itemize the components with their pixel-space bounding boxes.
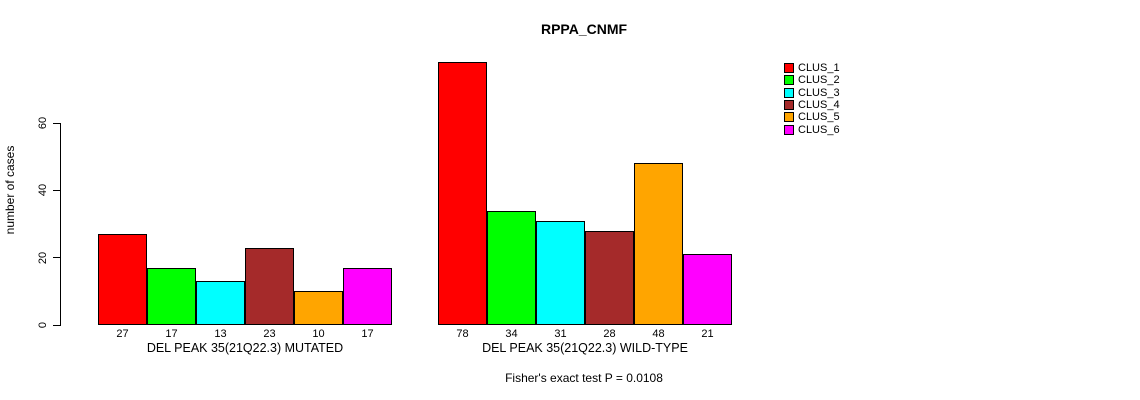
bar-clus_2 [147,267,196,325]
bar-clus_5 [634,163,683,325]
legend-label: CLUS_5 [798,111,840,124]
bar-value-label: 23 [263,328,276,340]
legend-label: CLUS_3 [798,86,840,99]
y-tick-mark [53,324,60,326]
legend-swatch-clus_2 [784,75,794,86]
legend-swatch-clus_1 [784,63,794,74]
legend: CLUS_1 CLUS_2 CLUS_3 CLUS_4 CLUS_5 CLUS_6 [784,62,840,136]
bar-clus_2 [487,210,536,325]
legend-item: CLUS_4 [784,99,840,111]
y-tick-mark [53,122,60,124]
bar-value-label: 31 [554,328,567,340]
bar-value-label: 10 [312,328,325,340]
bar-clus_1 [438,62,487,325]
bar-clus_3 [196,281,245,325]
bar-value-label: 48 [652,328,665,340]
legend-label: CLUS_4 [798,99,840,112]
legend-swatch-clus_5 [784,112,794,123]
y-tick-label: 20 [37,251,49,264]
legend-item: CLUS_1 [784,62,840,74]
bar-value-label: 28 [603,328,616,340]
y-tick-label: 60 [37,116,49,130]
fisher-test-annotation: Fisher's exact test P = 0.0108 [505,371,663,385]
y-tick-label: 0 [37,321,49,329]
group-label: DEL PEAK 35(21Q22.3) MUTATED [146,341,344,355]
legend-item: CLUS_3 [784,87,840,99]
y-tick-mark [53,189,60,191]
legend-item: CLUS_2 [784,74,840,86]
bar-value-label: 78 [456,328,469,340]
bar-clus_6 [343,267,392,325]
chart-title: RPPA_CNMF [540,21,628,37]
bar-value-label: 27 [116,328,129,340]
bar-clus_6 [683,254,732,325]
y-axis-line [60,123,61,326]
legend-label: CLUS_6 [798,123,840,136]
bar-clus_3 [536,220,585,325]
bar-value-label: 17 [165,328,178,340]
y-tick-mark [53,257,60,259]
bar-value-label: 21 [701,328,714,340]
legend-item: CLUS_5 [784,111,840,123]
legend-label: CLUS_2 [798,74,840,87]
legend-label: CLUS_1 [798,62,840,75]
bar-clus_4 [245,247,294,325]
group-label: DEL PEAK 35(21Q22.3) WILD-TYPE [482,341,688,355]
legend-swatch-clus_3 [784,87,794,98]
bar-value-label: 13 [214,328,227,340]
y-tick-label: 40 [37,184,49,197]
bar-clus_5 [294,291,343,325]
bar-value-label: 34 [505,328,518,340]
legend-swatch-clus_6 [784,124,794,135]
legend-item: CLUS_6 [784,123,840,136]
y-axis-label: number of cases [3,145,17,235]
bar-value-label: 17 [361,328,374,340]
bar-clus_1 [98,234,147,325]
legend-swatch-clus_4 [784,100,794,111]
bar-clus_4 [585,230,634,325]
